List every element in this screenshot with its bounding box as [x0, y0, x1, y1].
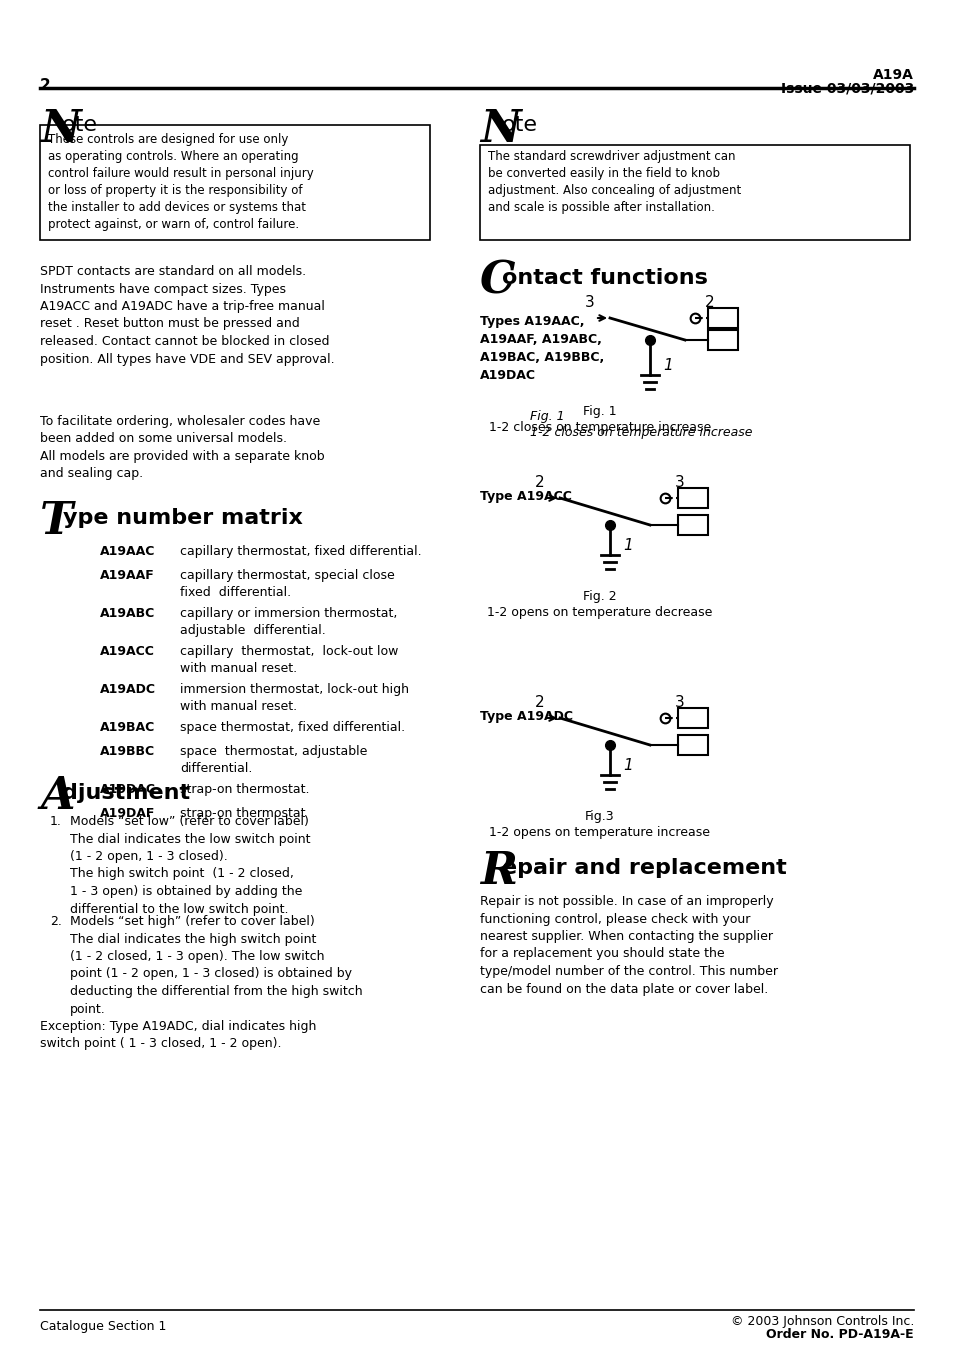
Text: A19DAF: A19DAF [100, 807, 155, 820]
Text: capillary  thermostat,  lock-out low
with manual reset.: capillary thermostat, lock-out low with … [180, 644, 398, 676]
Text: A: A [40, 775, 74, 817]
Text: R: R [479, 850, 517, 893]
Text: A19BAC: A19BAC [100, 721, 155, 734]
Text: 3: 3 [675, 694, 684, 711]
Text: To facilitate ordering, wholesaler codes have
been added on some universal model: To facilitate ordering, wholesaler codes… [40, 415, 324, 481]
Text: 3: 3 [584, 295, 595, 309]
Text: Fig. 1
1-2 closes on temperature increase: Fig. 1 1-2 closes on temperature increas… [488, 405, 710, 434]
Text: N: N [479, 108, 520, 151]
Text: Fig.3
1-2 opens on temperature increase: Fig.3 1-2 opens on temperature increase [489, 811, 710, 839]
Text: Order No. PD-A19A-E: Order No. PD-A19A-E [765, 1328, 913, 1342]
Text: Fig. 1
1-2 closes on temperature increase: Fig. 1 1-2 closes on temperature increas… [530, 409, 752, 439]
Bar [678, 708, 707, 728]
Text: Exception: Type A19ADC, dial indicates high
switch point ( 1 - 3 closed, 1 - 2 o: Exception: Type A19ADC, dial indicates h… [40, 1020, 316, 1051]
Text: T: T [40, 500, 73, 543]
Text: Repair is not possible. In case of an improperly
functioning control, please che: Repair is not possible. In case of an im… [479, 894, 778, 996]
Text: 1: 1 [622, 758, 632, 773]
Text: 2: 2 [704, 295, 714, 309]
FancyBboxPatch shape [479, 145, 909, 240]
Text: © 2003 Johnson Controls Inc.: © 2003 Johnson Controls Inc. [730, 1315, 913, 1328]
Text: A19AAC: A19AAC [100, 544, 155, 558]
Bar [707, 330, 738, 350]
Text: strap-on thermostat: strap-on thermostat [180, 807, 305, 820]
Text: A19DAC: A19DAC [100, 784, 156, 796]
Text: A19BBC: A19BBC [100, 744, 155, 758]
Text: capillary or immersion thermostat,
adjustable  differential.: capillary or immersion thermostat, adjus… [180, 607, 397, 638]
Text: 1: 1 [662, 358, 672, 373]
Bar [678, 735, 707, 755]
Text: 3: 3 [675, 476, 684, 490]
Text: A19ABC: A19ABC [100, 607, 155, 620]
Text: capillary thermostat, special close
fixed  differential.: capillary thermostat, special close fixe… [180, 569, 395, 598]
Text: ote: ote [501, 115, 537, 135]
Text: A19ACC: A19ACC [100, 644, 154, 658]
Text: Issue 03/03/2003: Issue 03/03/2003 [780, 82, 913, 96]
Text: 1: 1 [622, 538, 632, 553]
FancyBboxPatch shape [40, 126, 430, 240]
Text: C: C [479, 259, 515, 303]
Text: djustment: djustment [62, 784, 190, 802]
Text: These controls are designed for use only
as operating controls. Where an operati: These controls are designed for use only… [48, 132, 314, 231]
Text: immersion thermostat, lock-out high
with manual reset.: immersion thermostat, lock-out high with… [180, 684, 409, 713]
Text: Type A19ACC: Type A19ACC [479, 490, 571, 503]
Text: ontact functions: ontact functions [501, 267, 707, 288]
Text: Models “set high” (refer to cover label)
The dial indicates the high switch poin: Models “set high” (refer to cover label)… [70, 915, 362, 1016]
Text: space thermostat, fixed differential.: space thermostat, fixed differential. [180, 721, 405, 734]
Text: Models “set low” (refer to cover label)
The dial indicates the low switch point
: Models “set low” (refer to cover label) … [70, 815, 310, 916]
Text: strap-on thermostat.: strap-on thermostat. [180, 784, 309, 796]
Text: Catalogue Section 1: Catalogue Section 1 [40, 1320, 166, 1333]
Text: Types A19AAC,
A19AAF, A19ABC,
A19BAC, A19BBC,
A19DAC: Types A19AAC, A19AAF, A19ABC, A19BAC, A1… [479, 315, 603, 382]
Text: 1.: 1. [50, 815, 62, 828]
Text: ype number matrix: ype number matrix [63, 508, 302, 528]
Text: epair and replacement: epair and replacement [501, 858, 786, 878]
Text: The standard screwdriver adjustment can
be converted easily in the field to knob: The standard screwdriver adjustment can … [488, 150, 740, 213]
Text: Type A19ADC: Type A19ADC [479, 711, 573, 723]
Bar [678, 488, 707, 508]
Text: Fig. 2
1-2 opens on temperature decrease: Fig. 2 1-2 opens on temperature decrease [487, 590, 712, 619]
Text: SPDT contacts are standard on all models.
Instruments have compact sizes. Types
: SPDT contacts are standard on all models… [40, 265, 335, 366]
Text: 2.: 2. [50, 915, 62, 928]
Text: ote: ote [62, 115, 98, 135]
Bar [678, 515, 707, 535]
Bar [707, 308, 738, 328]
Text: A19AAF: A19AAF [100, 569, 154, 582]
Text: capillary thermostat, fixed differential.: capillary thermostat, fixed differential… [180, 544, 421, 558]
Text: A19ADC: A19ADC [100, 684, 156, 696]
Text: 2: 2 [535, 694, 544, 711]
Text: 2: 2 [40, 78, 51, 93]
Text: 2: 2 [535, 476, 544, 490]
Text: A19A: A19A [872, 68, 913, 82]
Text: N: N [40, 108, 81, 151]
Text: space  thermostat, adjustable
differential.: space thermostat, adjustable differentia… [180, 744, 367, 775]
